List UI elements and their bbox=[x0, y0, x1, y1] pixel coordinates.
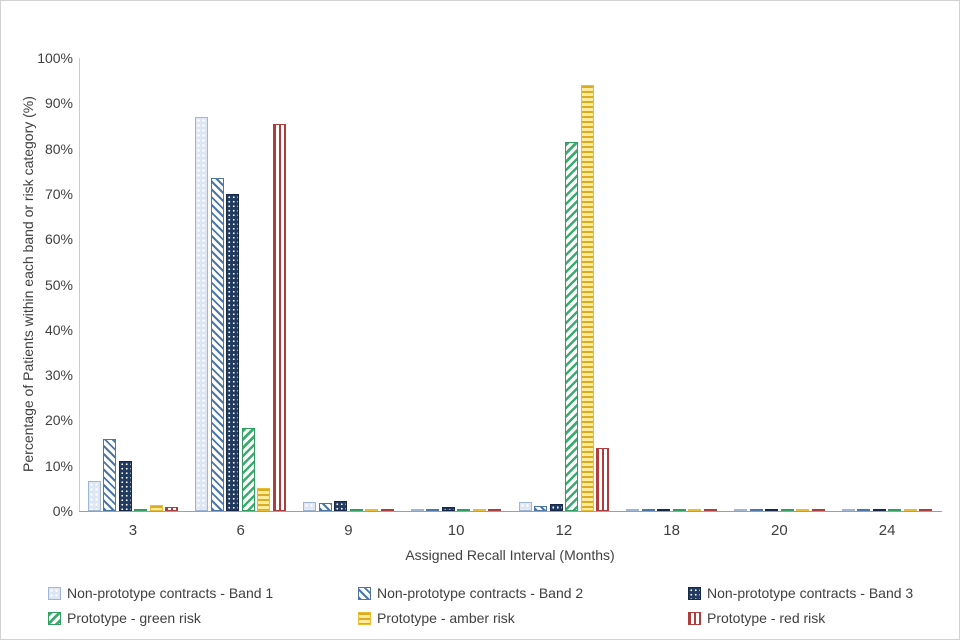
bar bbox=[103, 438, 117, 511]
legend-label: Non-prototype contracts - Band 1 bbox=[67, 585, 274, 601]
x-tick-label: 10 bbox=[447, 522, 465, 539]
y-tick-label: 70% bbox=[44, 185, 73, 202]
bar bbox=[365, 509, 379, 511]
x-tick-label: 12 bbox=[555, 522, 573, 539]
y-tick-label: 0% bbox=[52, 503, 73, 519]
bar bbox=[518, 501, 532, 511]
bar bbox=[380, 509, 394, 511]
bar bbox=[226, 193, 240, 511]
y-tick-label: 80% bbox=[44, 140, 73, 157]
bar bbox=[457, 509, 471, 511]
bar bbox=[165, 507, 179, 511]
bar bbox=[780, 509, 794, 511]
bar bbox=[349, 509, 363, 511]
y-axis-line bbox=[79, 58, 80, 512]
bar bbox=[688, 509, 702, 511]
bar bbox=[641, 509, 655, 511]
legend-label: Non-prototype contracts - Band 3 bbox=[707, 585, 914, 601]
x-tick-label: 24 bbox=[878, 522, 896, 539]
bar bbox=[580, 85, 594, 511]
x-tick-label: 20 bbox=[771, 522, 788, 539]
bar bbox=[811, 509, 825, 511]
bar bbox=[257, 488, 271, 511]
bar bbox=[565, 141, 579, 511]
y-tick-label: 60% bbox=[44, 231, 73, 248]
bar bbox=[672, 509, 686, 511]
y-tick-label: 50% bbox=[44, 276, 73, 293]
x-axis-line bbox=[79, 511, 942, 512]
legend-item: Prototype - red risk bbox=[688, 609, 825, 627]
legend-swatch-icon bbox=[48, 586, 61, 600]
bar bbox=[796, 509, 810, 511]
y-tick-label: 100% bbox=[37, 50, 73, 66]
x-tick-label: 6 bbox=[236, 522, 245, 539]
legend-label: Prototype - amber risk bbox=[377, 610, 515, 626]
bar bbox=[441, 507, 455, 511]
bar bbox=[272, 123, 286, 511]
legend-item: Prototype - amber risk bbox=[358, 609, 515, 627]
legend-item: Non-prototype contracts - Band 2 bbox=[358, 584, 583, 602]
bar bbox=[195, 116, 209, 511]
bar bbox=[626, 509, 640, 511]
bar bbox=[841, 509, 855, 511]
bar bbox=[334, 501, 348, 511]
legend-label: Prototype - red risk bbox=[707, 610, 826, 626]
bar bbox=[87, 480, 101, 511]
bar bbox=[410, 509, 424, 511]
legend-item: Non-prototype contracts - Band 3 bbox=[688, 584, 913, 602]
bar bbox=[549, 503, 563, 511]
legend-item: Prototype - green risk bbox=[48, 609, 201, 627]
bar bbox=[765, 509, 779, 511]
bar bbox=[488, 509, 502, 511]
bar bbox=[903, 509, 917, 511]
bar bbox=[303, 501, 317, 511]
bar bbox=[749, 509, 763, 511]
bar bbox=[241, 428, 255, 511]
legend-swatch-icon bbox=[358, 586, 371, 600]
legend-swatch-icon bbox=[48, 611, 61, 625]
bar bbox=[857, 509, 871, 511]
bar bbox=[888, 508, 902, 511]
bar bbox=[134, 509, 148, 511]
bar bbox=[919, 509, 933, 511]
legend-label: Non-prototype contracts - Band 2 bbox=[377, 585, 584, 601]
y-tick-label: 20% bbox=[44, 412, 73, 429]
bar bbox=[534, 505, 548, 511]
bar bbox=[872, 509, 886, 511]
bar bbox=[596, 447, 610, 511]
x-tick-label: 9 bbox=[344, 522, 353, 539]
bar bbox=[118, 461, 132, 511]
plot-area bbox=[79, 58, 941, 511]
x-tick-label: 3 bbox=[128, 522, 138, 539]
legend-swatch-icon bbox=[688, 586, 701, 600]
bar bbox=[426, 508, 440, 511]
x-tick-label: 18 bbox=[663, 522, 680, 539]
bar bbox=[657, 509, 671, 511]
legend-swatch-icon bbox=[688, 611, 701, 625]
bar bbox=[734, 509, 748, 511]
y-tick-label: 90% bbox=[44, 95, 73, 112]
x-axis-title: Assigned Recall Interval (Months) bbox=[405, 547, 615, 563]
y-tick-label: 30% bbox=[44, 367, 73, 384]
legend-label: Prototype - green risk bbox=[67, 610, 201, 626]
legend-item: Non-prototype contracts - Band 1 bbox=[48, 584, 273, 602]
y-tick-label: 40% bbox=[44, 321, 73, 338]
y-tick-label: 10% bbox=[44, 457, 73, 474]
bar bbox=[149, 504, 163, 511]
legend-swatch-icon bbox=[358, 611, 371, 625]
bar bbox=[703, 509, 717, 511]
bar bbox=[472, 509, 486, 511]
bar bbox=[318, 502, 332, 511]
bar bbox=[210, 178, 224, 511]
